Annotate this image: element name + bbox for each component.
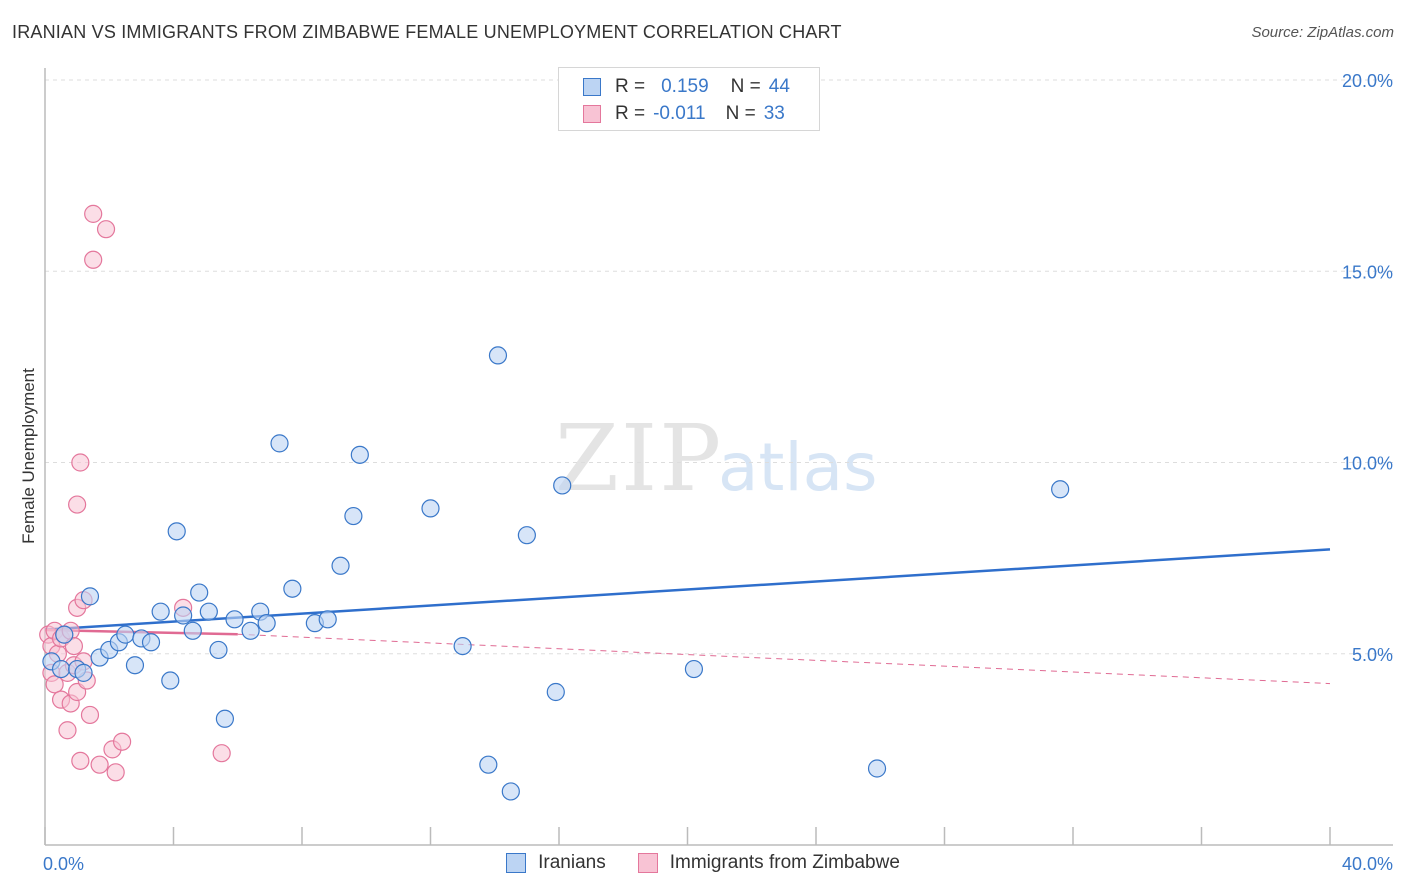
zimbabwe-point xyxy=(68,495,87,514)
iranians-point xyxy=(51,659,71,679)
legend-r-label: R = xyxy=(615,103,646,124)
iranians-point xyxy=(344,506,363,526)
x-tick-label: 40.0% xyxy=(1342,854,1393,874)
iranians-point xyxy=(241,621,260,640)
legend-label-zimbabwe: Immigrants from Zimbabwe xyxy=(669,852,900,873)
iranians-point xyxy=(141,633,161,652)
zimbabwe-point xyxy=(80,705,100,725)
y-axis-label: Female Unemployment xyxy=(19,368,38,544)
iranians-point xyxy=(501,782,520,801)
iranians-point xyxy=(546,682,565,702)
iranians-point xyxy=(116,625,135,644)
iranians-point xyxy=(80,587,100,606)
iranians-point xyxy=(283,579,302,598)
legend-item-zimbabwe: Immigrants from Zimbabwe xyxy=(637,852,900,874)
series-legend: Iranians Immigrants from Zimbabwe xyxy=(0,852,1406,874)
legend-swatch-pink xyxy=(583,105,601,123)
iranians-point xyxy=(74,663,93,682)
iranians-point xyxy=(421,499,440,518)
iranians-point xyxy=(453,636,472,656)
chart-title: IRANIAN VS IMMIGRANTS FROM ZIMBABWE FEMA… xyxy=(12,22,842,42)
axes xyxy=(44,68,1393,846)
zimbabwe-point xyxy=(106,763,125,782)
gridlines xyxy=(45,79,1393,655)
legend-n-value: 44 xyxy=(768,76,790,97)
x-tick-label: 0.0% xyxy=(43,854,84,874)
iranians-point xyxy=(55,625,74,644)
zimbabwe-point xyxy=(58,721,77,740)
iranians-point xyxy=(161,671,180,690)
iranians-point xyxy=(331,556,350,575)
iranians-point xyxy=(1051,480,1070,499)
legend-n-label: N = xyxy=(730,76,761,97)
legend-swatch-blue xyxy=(583,78,601,96)
zimbabwe-point xyxy=(45,675,64,694)
iranians-point xyxy=(167,522,186,541)
zimbabwe-point xyxy=(84,250,103,269)
iranians-point xyxy=(517,526,536,545)
legend-row-zimbabwe: R = -0.011 N = 33 xyxy=(583,101,785,127)
iranians-point xyxy=(270,434,289,453)
iranians-point xyxy=(209,640,228,660)
iranians-point xyxy=(553,476,572,495)
zimbabwe-point xyxy=(212,744,231,763)
zimbabwe-point xyxy=(71,453,90,472)
legend-r-value: -0.011 xyxy=(653,103,706,124)
legend-swatch-pink xyxy=(637,853,658,873)
data-points xyxy=(39,204,1070,801)
iranians-point xyxy=(684,659,704,679)
iranians-point xyxy=(350,445,369,464)
iranians-point xyxy=(215,709,234,728)
tick-labels: 5.0% 10.0% 15.0% 20.0% 0.0% 40.0% xyxy=(43,71,1393,874)
watermark-atlas: atlas xyxy=(718,429,878,506)
iranians-point xyxy=(174,606,193,625)
y-tick-label: 10.0% xyxy=(1342,454,1393,474)
watermark-zip: ZIP xyxy=(555,405,723,512)
y-tick-label: 15.0% xyxy=(1342,262,1393,282)
iranians-point xyxy=(151,602,170,621)
zimbabwe-point xyxy=(90,755,109,774)
y-tick-label: 20.0% xyxy=(1342,71,1393,91)
legend-r-value: 0.159 xyxy=(661,76,709,97)
iranians-point xyxy=(225,610,244,629)
zimbabwe-trend-extension xyxy=(237,633,1331,685)
legend-n-label: N = xyxy=(725,103,756,124)
source-label: Source: ZipAtlas.com xyxy=(1251,24,1394,41)
zimbabwe-point xyxy=(84,204,103,223)
legend-item-iranians: Iranians xyxy=(506,852,606,874)
iranians-point xyxy=(318,610,337,629)
zimbabwe-point xyxy=(96,220,116,239)
iranians-point xyxy=(190,583,209,602)
iranians-point xyxy=(867,759,887,778)
legend-row-iranians: R = 0.159 N = 44 xyxy=(583,74,790,100)
zimbabwe-point xyxy=(112,732,132,751)
legend-r-label: R = xyxy=(615,76,646,97)
iranians-point xyxy=(479,755,498,774)
iranians-point xyxy=(257,614,276,633)
legend-label-iranians: Iranians xyxy=(538,852,606,873)
legend-swatch-blue xyxy=(506,853,527,873)
legend-n-value: 33 xyxy=(763,103,785,124)
iranians-point xyxy=(183,621,202,640)
iranians-point xyxy=(488,346,508,365)
iranians-point xyxy=(199,602,218,621)
iranians-point xyxy=(125,656,145,675)
zimbabwe-point xyxy=(71,751,90,770)
y-tick-label: 5.0% xyxy=(1352,645,1393,665)
correlation-legend: R = 0.159 N = 44 R = -0.011 N = 33 xyxy=(558,67,820,131)
